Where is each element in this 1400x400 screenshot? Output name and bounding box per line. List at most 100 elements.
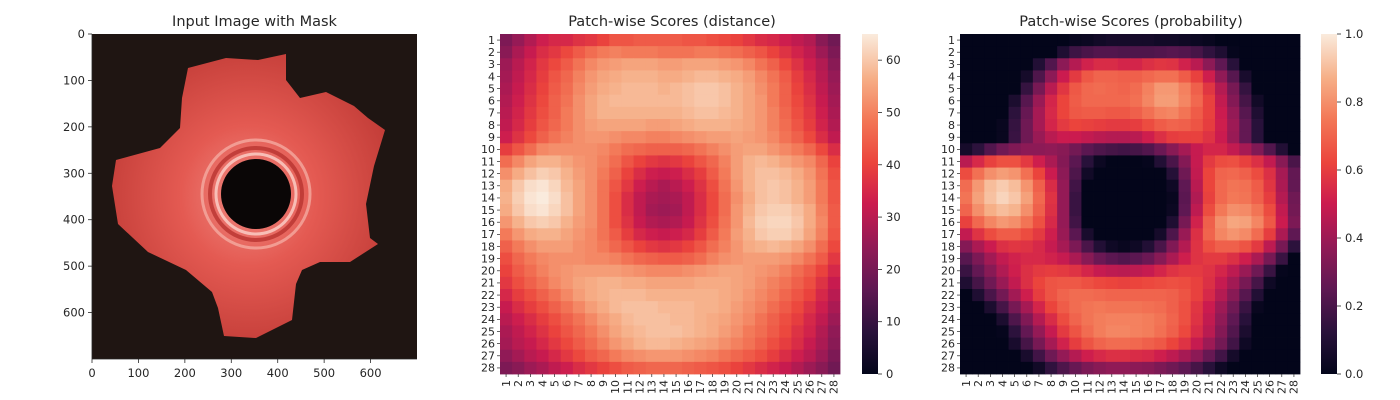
heatmap-cell — [1117, 240, 1131, 253]
y-tick-label: 6 — [948, 95, 955, 108]
heatmap-cell — [1032, 289, 1046, 302]
heatmap-cell — [1202, 264, 1216, 278]
heatmap-cell — [536, 228, 549, 241]
heatmap-cell — [1081, 276, 1094, 290]
x-tick-label: 12 — [633, 380, 646, 394]
heatmap-cell — [1251, 155, 1264, 168]
heatmap-cell — [730, 179, 744, 193]
heatmap-cell — [1287, 361, 1301, 375]
heatmap-cell — [1202, 191, 1216, 205]
heatmap-cell — [827, 325, 841, 338]
x-tick-label: 10 — [609, 380, 622, 394]
heatmap-cell — [682, 58, 695, 71]
heatmap-cell — [682, 143, 695, 156]
heatmap-cell — [1178, 240, 1192, 253]
y-tick-label: 20 — [941, 265, 955, 278]
heatmap-cell — [742, 301, 756, 314]
heatmap-cell — [803, 155, 817, 168]
heatmap-cell — [1202, 82, 1216, 96]
heatmap-cell — [1093, 276, 1107, 290]
heatmap-cell — [1142, 252, 1155, 266]
heatmap-cell — [512, 179, 525, 193]
heatmap-cell — [512, 325, 525, 338]
heatmap-cell — [1190, 143, 1204, 156]
heatmap-cell — [996, 313, 1009, 326]
heatmap-cell — [512, 106, 525, 120]
heatmap-cell — [1178, 34, 1192, 47]
heatmap-cell — [1093, 46, 1107, 59]
heatmap-cell — [572, 240, 586, 253]
heatmap-cell — [1032, 337, 1046, 351]
heatmap-cell — [803, 94, 817, 108]
heatmap-cell — [1142, 349, 1155, 363]
colorbar-gradient — [862, 34, 878, 374]
heatmap-cell — [1045, 94, 1058, 108]
heatmap-cell — [779, 337, 792, 351]
probability-heatmap-title: Patch-wise Scores (probability) — [1019, 14, 1242, 30]
y-tick-label: 16 — [941, 216, 955, 229]
heatmap-cell — [572, 131, 586, 144]
x-tick-label: 10 — [1069, 380, 1082, 394]
heatmap-cell — [633, 216, 647, 229]
heatmap-cell — [1154, 216, 1167, 229]
heatmap-cell — [1057, 155, 1070, 168]
heatmap-cell — [682, 131, 695, 144]
heatmap-cell — [536, 131, 549, 144]
heatmap-cell — [742, 119, 756, 132]
y-tick-label: 11 — [481, 155, 495, 168]
heatmap-cell — [755, 179, 768, 193]
heatmap-cell — [1202, 228, 1216, 241]
x-tick-label: 1 — [960, 380, 973, 387]
heatmap-cell — [815, 94, 829, 108]
heatmap-cell — [972, 240, 985, 253]
heatmap-cell — [1020, 131, 1034, 144]
heatmap-cell — [803, 179, 817, 193]
heatmap-cell — [1069, 264, 1082, 278]
heatmap-cell — [1239, 94, 1252, 108]
heatmap-cell — [609, 313, 622, 326]
colorbar-tick-label: 1.0 — [1345, 27, 1363, 41]
heatmap-cell — [633, 167, 647, 181]
y-tick-label: 6 — [488, 95, 495, 108]
heatmap-cell — [512, 313, 525, 326]
heatmap-cell — [1093, 301, 1107, 314]
heatmap-cell — [996, 34, 1009, 47]
heatmap-cell — [1154, 289, 1167, 302]
nut-ring-highlight — [214, 152, 298, 236]
heatmap-cell — [1275, 276, 1289, 290]
heatmap-cell — [1020, 167, 1034, 181]
probability-heatmap-panel: Patch-wise Scores (probability) 12345678… — [941, 14, 1363, 394]
x-tick-label: 28 — [1288, 380, 1301, 394]
heatmap-cell — [815, 155, 829, 168]
heatmap-cell — [657, 179, 671, 193]
heatmap-cell — [1020, 191, 1034, 205]
heatmap-cell — [1057, 94, 1070, 108]
heatmap-cell — [1154, 276, 1167, 290]
heatmap-cell — [972, 204, 985, 217]
heatmap-cell — [767, 106, 780, 120]
heatmap-cell — [645, 301, 659, 314]
x-tick-label: 20 — [1191, 380, 1204, 394]
heatmap-cell — [1178, 143, 1192, 156]
heatmap-cell — [645, 82, 659, 96]
heatmap-cell — [1105, 313, 1119, 326]
heatmap-cell — [1008, 131, 1022, 144]
heatmap-cell — [645, 143, 659, 156]
heatmap-cell — [779, 82, 792, 96]
heatmap-cell — [1130, 264, 1143, 278]
heatmap-cell — [1105, 361, 1119, 375]
heatmap-cell — [1142, 106, 1155, 120]
heatmap-cell — [1142, 289, 1155, 302]
heatmap-cell — [742, 204, 756, 217]
heatmap-cell — [657, 276, 671, 290]
heatmap-cell — [1093, 94, 1107, 108]
heatmap-cell — [1032, 46, 1046, 59]
heatmap-cell — [984, 349, 997, 363]
heatmap-cell — [742, 276, 756, 290]
heatmap-cell — [1275, 143, 1289, 156]
heatmap-cell — [1287, 301, 1301, 314]
heatmap-cell — [996, 70, 1009, 83]
heatmap-cell — [621, 94, 634, 108]
heatmap-cell — [572, 34, 586, 47]
heatmap-cell — [1190, 264, 1204, 278]
